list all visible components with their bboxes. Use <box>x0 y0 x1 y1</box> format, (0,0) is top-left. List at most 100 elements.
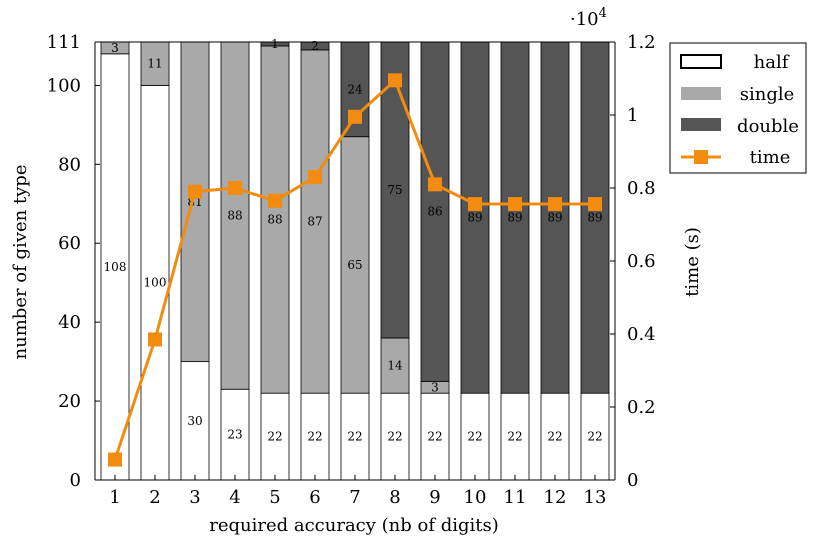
time-point-4 <box>228 181 242 195</box>
bar-label-double-6: 2 <box>311 39 319 53</box>
x-tick-label-10: 10 <box>464 487 487 508</box>
time-point-7 <box>348 109 362 124</box>
bar-label-half-6: 22 <box>307 430 322 444</box>
bar-half-4 <box>220 388 250 481</box>
y2-multiplier-exp: 4 <box>599 6 607 21</box>
bar-label-single-9: 3 <box>431 380 439 394</box>
bar-label-double-5: 1 <box>271 37 279 51</box>
y2-multiplier-base: ·10 <box>570 9 599 30</box>
bar-double-8 <box>380 41 410 339</box>
bar-label-half-12: 22 <box>547 430 562 444</box>
legend-label-single: single <box>740 84 795 105</box>
bar-label-half-13: 22 <box>587 430 602 444</box>
x-tick-label-1: 1 <box>109 487 120 508</box>
bar-label-single-6: 87 <box>307 215 322 229</box>
legend-label-time: time <box>750 147 791 168</box>
bar-label-half-3: 30 <box>187 414 202 428</box>
time-point-3 <box>188 184 202 199</box>
bar-label-half-10: 22 <box>467 430 482 444</box>
time-point-9 <box>428 177 442 192</box>
bar-label-double-12: 89 <box>547 211 562 225</box>
x-tick-label-13: 13 <box>584 487 607 508</box>
y2-tick-label-0.2: 0.2 <box>627 397 656 418</box>
bar-label-half-1: 108 <box>104 260 127 274</box>
bar-half-10 <box>460 392 490 481</box>
bar-label-double-13: 89 <box>587 211 602 225</box>
x-tick-label-11: 11 <box>504 487 527 508</box>
bar-label-half-8: 22 <box>387 430 402 444</box>
time-point-8 <box>388 73 402 88</box>
y2-tick-label-0.8: 0.8 <box>627 178 656 199</box>
x-axis-label: required accuracy (nb of digits) <box>209 515 499 536</box>
bar-label-single-1: 3 <box>111 41 119 55</box>
time-point-12 <box>548 197 562 212</box>
bar-label-double-10: 89 <box>467 211 482 225</box>
bar-half-5 <box>260 392 290 481</box>
x-tick-label-8: 8 <box>389 487 400 508</box>
y-tick-label-100: 100 <box>47 75 81 96</box>
bar-half-12 <box>540 392 570 481</box>
legend: half single double time <box>669 42 807 174</box>
bar-label-single-5: 88 <box>267 213 282 227</box>
bar-label-single-4: 88 <box>227 209 242 223</box>
y-tick-label-40: 40 <box>58 312 81 333</box>
bar-label-half-2: 100 <box>144 276 167 290</box>
bar-label-single-7: 65 <box>347 258 362 272</box>
bar-half-9 <box>420 392 450 481</box>
y-axis-label: number of given type <box>10 165 31 360</box>
bar-label-half-9: 22 <box>427 430 442 444</box>
bar-double-10 <box>460 41 490 394</box>
bar-label-single-8: 14 <box>387 359 403 373</box>
x-tick-label-12: 12 <box>544 487 567 508</box>
bar-half-1 <box>100 53 130 481</box>
x-tick-label-5: 5 <box>269 487 280 508</box>
bar-label-half-7: 22 <box>347 430 362 444</box>
bar-double-11 <box>500 41 530 394</box>
bar-single-8 <box>380 337 410 394</box>
legend-swatch-single <box>681 87 721 100</box>
bar-label-double-9: 86 <box>427 205 442 219</box>
bar-label-double-11: 89 <box>507 211 522 225</box>
legend-swatch-double <box>681 118 721 131</box>
y2-tick-label-1: 1 <box>627 105 638 126</box>
y2-tick-label-0.6: 0.6 <box>627 251 656 272</box>
bar-half-3 <box>180 361 210 481</box>
bar-single-5 <box>260 45 290 394</box>
time-point-11 <box>508 197 522 212</box>
y2-tick-label-0: 0 <box>627 470 638 491</box>
bar-double-9 <box>420 41 450 382</box>
y-tick-label-0: 0 <box>70 470 81 491</box>
y2-multiplier: ·104 <box>570 6 607 30</box>
time-point-1 <box>108 452 122 467</box>
bar-single-7 <box>340 136 370 394</box>
x-tick-label-7: 7 <box>349 487 360 508</box>
bar-label-double-8: 75 <box>387 183 402 197</box>
bar-label-half-4: 23 <box>227 428 242 442</box>
bar-half-6 <box>300 392 330 481</box>
bar-half-7 <box>340 392 370 481</box>
bar-label-half-5: 22 <box>267 430 282 444</box>
time-point-6 <box>308 170 322 185</box>
legend-label-double: double <box>737 116 799 137</box>
x-tick-label-6: 6 <box>309 487 320 508</box>
bar-labels-layer: 1083100113081238822881228722265242214752… <box>104 37 603 444</box>
y2-axis-label: time (s) <box>682 227 703 297</box>
bar-half-8 <box>380 392 410 481</box>
bar-label-half-11: 22 <box>507 430 522 444</box>
x-tick-label-3: 3 <box>189 487 200 508</box>
legend-marker-time <box>694 150 708 164</box>
legend-label-half: half <box>754 52 790 73</box>
y-tick-label-20: 20 <box>58 391 81 412</box>
legend-swatch-half <box>680 54 722 69</box>
bar-double-12 <box>540 41 570 394</box>
time-point-13 <box>588 197 602 212</box>
y-tick-label-80: 80 <box>58 154 81 175</box>
bar-single-4 <box>220 41 250 390</box>
time-line-layer <box>108 73 602 467</box>
bar-label-double-7: 24 <box>347 82 363 96</box>
time-point-5 <box>268 193 282 208</box>
x-tick-label-4: 4 <box>229 487 240 508</box>
